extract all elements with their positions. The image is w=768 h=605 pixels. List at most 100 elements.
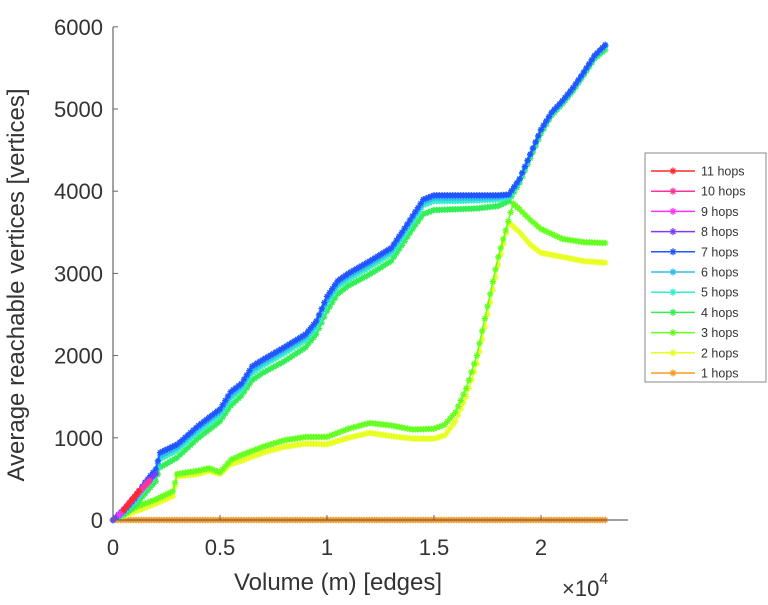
data-point-marker bbox=[240, 450, 248, 458]
data-point-marker bbox=[323, 441, 331, 448]
data-point-marker bbox=[353, 265, 360, 272]
data-point-marker bbox=[401, 230, 408, 238]
data-point-marker bbox=[409, 218, 416, 225]
data-point-marker bbox=[425, 208, 432, 216]
data-point-marker bbox=[331, 295, 339, 302]
legend-label: 1 hops bbox=[701, 367, 739, 381]
data-point-marker bbox=[353, 423, 360, 430]
data-point-marker bbox=[371, 260, 379, 267]
data-point-marker bbox=[222, 403, 229, 410]
data-point-marker bbox=[361, 266, 368, 274]
data-point-marker bbox=[369, 261, 376, 269]
data-point-marker bbox=[369, 269, 376, 276]
data-point-marker bbox=[569, 84, 577, 91]
data-point-marker bbox=[131, 508, 138, 515]
data-point-marker bbox=[157, 498, 164, 505]
data-point-marker bbox=[254, 445, 261, 453]
data-point-marker bbox=[361, 260, 368, 268]
data-point-marker bbox=[599, 44, 606, 51]
data-point-marker bbox=[267, 357, 275, 365]
data-point-marker bbox=[144, 487, 151, 494]
legend-item: 2 hops bbox=[651, 346, 739, 360]
data-point-marker bbox=[133, 490, 140, 498]
data-point-marker bbox=[147, 484, 154, 491]
data-point-marker bbox=[198, 432, 205, 439]
data-point-marker bbox=[339, 273, 347, 281]
data-point-marker bbox=[669, 308, 677, 316]
data-point-marker bbox=[166, 458, 174, 465]
data-point-marker bbox=[326, 440, 333, 447]
data-point-marker bbox=[162, 491, 169, 498]
data-point-marker bbox=[141, 504, 149, 511]
data-point-marker bbox=[355, 422, 363, 430]
data-point-marker bbox=[289, 339, 296, 346]
data-point-marker bbox=[227, 460, 234, 468]
data-point-marker bbox=[460, 391, 467, 398]
data-point-marker bbox=[401, 238, 408, 245]
data-point-marker bbox=[318, 305, 325, 312]
x-axis-label: Volume (m) [edges] bbox=[234, 569, 442, 596]
data-point-marker bbox=[396, 246, 403, 253]
data-point-marker bbox=[591, 52, 598, 59]
data-point-marker bbox=[141, 500, 149, 507]
data-point-marker bbox=[401, 224, 408, 232]
data-point-marker bbox=[321, 313, 328, 321]
data-point-marker bbox=[315, 311, 323, 319]
data-point-marker bbox=[337, 275, 344, 283]
data-point-marker bbox=[222, 462, 229, 470]
data-point-marker bbox=[211, 422, 218, 429]
data-point-marker bbox=[154, 457, 162, 465]
data-point-marker bbox=[497, 201, 505, 208]
data-point-marker bbox=[484, 303, 491, 310]
data-point-marker bbox=[281, 358, 288, 365]
data-point-marker bbox=[315, 325, 323, 332]
data-point-marker bbox=[200, 423, 208, 431]
data-point-marker bbox=[179, 442, 186, 449]
data-point-marker bbox=[270, 350, 277, 357]
data-point-marker bbox=[409, 225, 416, 233]
data-point-marker bbox=[179, 449, 186, 456]
data-point-marker bbox=[478, 327, 486, 335]
data-point-marker bbox=[313, 317, 320, 325]
data-point-marker bbox=[602, 259, 609, 266]
data-point-marker bbox=[305, 327, 312, 335]
data-point-marker bbox=[355, 276, 363, 284]
data-point-marker bbox=[297, 347, 304, 355]
data-point-marker bbox=[548, 109, 555, 116]
legend-label: 2 hops bbox=[701, 346, 739, 360]
data-point-marker bbox=[171, 479, 179, 486]
data-point-marker bbox=[334, 437, 341, 445]
data-point-marker bbox=[449, 412, 456, 419]
data-point-marker bbox=[412, 208, 419, 215]
data-point-marker bbox=[326, 303, 333, 311]
data-point-marker bbox=[149, 481, 157, 488]
data-point-marker bbox=[414, 218, 422, 225]
data-point-marker bbox=[275, 445, 283, 452]
data-point-marker bbox=[500, 200, 507, 207]
data-point-marker bbox=[388, 257, 395, 265]
data-point-marker bbox=[214, 407, 221, 415]
data-point-marker bbox=[246, 373, 253, 381]
data-point-marker bbox=[505, 197, 513, 205]
data-point-marker bbox=[334, 277, 341, 284]
data-point-marker bbox=[553, 233, 561, 240]
data-point-marker bbox=[131, 493, 138, 500]
data-point-marker bbox=[275, 353, 283, 360]
data-point-marker bbox=[516, 175, 523, 183]
data-point-marker bbox=[208, 417, 216, 425]
plot-area bbox=[109, 41, 609, 524]
data-point-marker bbox=[481, 315, 489, 322]
data-point-marker bbox=[398, 229, 406, 236]
data-point-marker bbox=[243, 377, 250, 385]
data-point-marker bbox=[275, 438, 283, 446]
x-multiplier: ×104 bbox=[562, 571, 608, 600]
y-tick-label: 1000 bbox=[54, 426, 103, 451]
data-point-marker bbox=[457, 397, 464, 404]
data-point-marker bbox=[524, 214, 531, 221]
legend-item: 10 hops bbox=[651, 185, 745, 199]
data-point-marker bbox=[259, 369, 266, 377]
data-point-marker bbox=[200, 430, 208, 437]
data-point-marker bbox=[669, 167, 677, 175]
legend: 11 hops 10 hops 9 hops 8 hops 7 hops 6 hops 5 … bbox=[644, 152, 767, 383]
data-point-marker bbox=[251, 361, 258, 368]
